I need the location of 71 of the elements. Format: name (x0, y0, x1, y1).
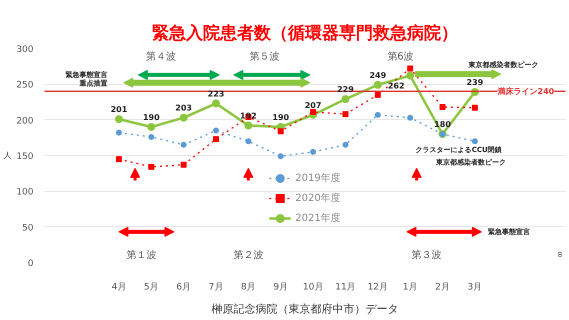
point (278, 153, 284, 160)
point (406, 72, 414, 80)
point (374, 92, 381, 98)
x-tick-label: 1月 (402, 282, 418, 292)
point (116, 130, 122, 136)
x-tick-label: 9月 (273, 282, 288, 292)
y-tick-label: 0 (28, 259, 34, 269)
point (180, 114, 188, 122)
x-tick-label: 4月 (112, 282, 126, 292)
text: 榊原記念病院（東京都府中市）データ (212, 302, 398, 316)
data-label: 262 (388, 82, 405, 91)
annotation: 第6波 (387, 50, 414, 63)
point (245, 138, 252, 144)
annotation: 第５波 (250, 50, 280, 63)
point (310, 148, 316, 155)
y-tick-label: 150 (16, 152, 34, 162)
ref-line-label: 満床ライン240 (496, 86, 555, 96)
annotation: 第２波 (233, 248, 264, 261)
data-label: 249 (369, 70, 387, 80)
x-tick-label: 8月 (241, 282, 256, 292)
data-label: 190 (142, 112, 160, 122)
y-tick-label: 250 (16, 80, 34, 91)
x-tick-label: 3月 (468, 282, 482, 292)
point (278, 128, 284, 134)
point (342, 111, 348, 118)
y-tick-label: 100 (16, 188, 34, 198)
point (147, 122, 156, 131)
x-tick-label: 10月 (302, 282, 324, 292)
y-tick-label: 200 (16, 116, 34, 126)
y-tick-label: 300 (16, 45, 34, 55)
point (213, 128, 220, 134)
point (374, 80, 382, 89)
annotation: 第４波 (146, 50, 176, 63)
legend-label: 2020年度 (295, 192, 341, 205)
point (244, 122, 252, 130)
point (472, 104, 478, 111)
point (148, 164, 154, 170)
annotation: 第１波 (126, 248, 157, 261)
point (180, 162, 187, 168)
data-label: 190 (272, 112, 290, 122)
point (440, 104, 446, 110)
point (374, 112, 381, 118)
point (342, 142, 348, 148)
point (180, 142, 187, 148)
data-label: 223 (208, 89, 224, 98)
y-axis-title: 人 (3, 151, 12, 160)
data-label: 201 (110, 105, 128, 114)
point (212, 99, 220, 108)
point (213, 136, 220, 142)
point (310, 108, 316, 115)
x-tick-label: 11月 (335, 282, 356, 292)
x-tick-label: 12月 (368, 282, 388, 292)
data-label: 203 (175, 104, 192, 113)
y-tick-label: 50 (22, 223, 34, 234)
point (116, 156, 122, 162)
point (148, 134, 154, 140)
point (407, 65, 414, 72)
x-tick-label: 5月 (144, 282, 159, 292)
x-tick-label: 6月 (176, 282, 192, 292)
point (472, 138, 478, 144)
x-tick-label: 7月 (208, 282, 224, 292)
legend-label: 2021年度 (295, 212, 341, 225)
x-tick-label: 2月 (435, 282, 450, 292)
data-label: 239 (466, 78, 484, 88)
point (341, 95, 350, 104)
point (114, 115, 123, 124)
data-label: 207 (304, 100, 322, 110)
chart-title: 緊急入院患者数（循環器専門救急病院） (152, 24, 458, 44)
point (407, 114, 414, 121)
annotation: 第３波 (411, 248, 442, 261)
legend-label: 2019年度 (295, 172, 341, 185)
